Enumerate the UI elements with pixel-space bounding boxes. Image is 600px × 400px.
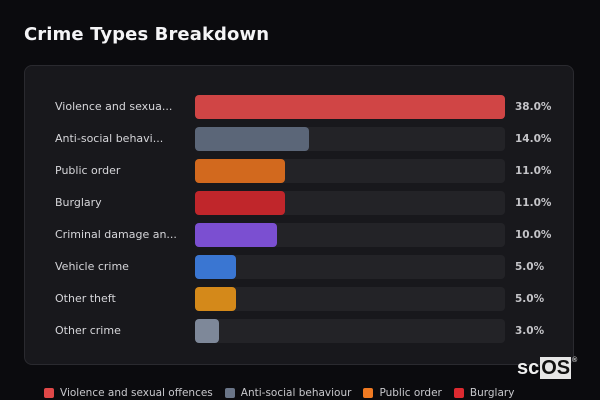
bar-row: Public order 11.0%	[25, 159, 573, 183]
bar-track	[195, 255, 505, 279]
bar-row: Criminal damage an... 10.0%	[25, 223, 573, 247]
bar-fill[interactable]	[195, 127, 310, 151]
bar-track	[195, 319, 505, 343]
legend-label: Burglary	[469, 387, 515, 399]
legend-swatch-icon	[363, 388, 374, 398]
registered-mark-icon: ®	[572, 357, 578, 364]
bar-row: Other theft 5.0%	[25, 287, 573, 311]
bar-value: 11.0%	[515, 165, 552, 177]
scos-logo: sc OS ®	[517, 357, 577, 379]
logo-prefix: sc	[517, 357, 540, 379]
bar-row: Other crime 3.0%	[25, 319, 573, 343]
bar-label: Anti-social behavi...	[55, 132, 164, 145]
bar-fill[interactable]	[195, 95, 505, 119]
bar-track	[195, 95, 505, 119]
logo-boxed: OS	[540, 357, 572, 379]
legend-label: Anti-social behaviour	[240, 387, 352, 399]
bar-value: 10.0%	[515, 229, 552, 241]
bar-label: Public order	[55, 164, 121, 177]
bar-label: Criminal damage an...	[55, 228, 177, 241]
legend-item[interactable]: Anti-social behaviour	[224, 387, 352, 399]
chart-legend: Violence and sexual offences Anti-social …	[44, 386, 526, 400]
bar-row: Burglary 11.0%	[25, 191, 573, 215]
bar-value: 11.0%	[515, 197, 552, 209]
legend-swatch-icon	[224, 388, 235, 398]
chart-panel: Violence and sexua... 38.0% Anti-social be…	[24, 65, 574, 365]
bar-track	[195, 223, 505, 247]
bar-value: 5.0%	[515, 293, 545, 305]
bar-track	[195, 191, 505, 215]
bar-label: Violence and sexua...	[55, 100, 173, 113]
bar-fill[interactable]	[195, 159, 285, 183]
bar-label: Other crime	[55, 324, 121, 337]
bar-fill[interactable]	[195, 319, 220, 343]
bar-row: Violence and sexua... 38.0%	[25, 95, 573, 119]
bar-track	[195, 159, 505, 183]
bar-fill[interactable]	[195, 223, 277, 247]
legend-label: Public order	[379, 387, 442, 399]
bar-fill[interactable]	[195, 287, 236, 311]
bar-value: 38.0%	[515, 101, 552, 113]
bar-value: 3.0%	[515, 325, 545, 337]
bar-row: Anti-social behavi... 14.0%	[25, 127, 573, 151]
legend-label: Violence and sexual offences	[60, 387, 213, 399]
bar-track	[195, 127, 505, 151]
legend-item[interactable]: Burglary	[453, 387, 515, 399]
bar-row: Vehicle crime 5.0%	[25, 255, 573, 279]
legend-item[interactable]: Public order	[363, 387, 442, 399]
bar-fill[interactable]	[195, 255, 236, 279]
legend-swatch-icon	[453, 388, 464, 398]
bar-label: Burglary	[55, 196, 102, 209]
bar-label: Vehicle crime	[55, 260, 129, 273]
bar-fill[interactable]	[195, 191, 285, 215]
bar-value: 14.0%	[515, 133, 552, 145]
bar-value: 5.0%	[515, 261, 545, 273]
legend-item[interactable]: Violence and sexual offences	[44, 387, 213, 399]
bar-label: Other theft	[55, 292, 116, 305]
bar-track	[195, 287, 505, 311]
page-title: Crime Types Breakdown	[24, 24, 270, 45]
legend-swatch-icon	[44, 388, 54, 398]
